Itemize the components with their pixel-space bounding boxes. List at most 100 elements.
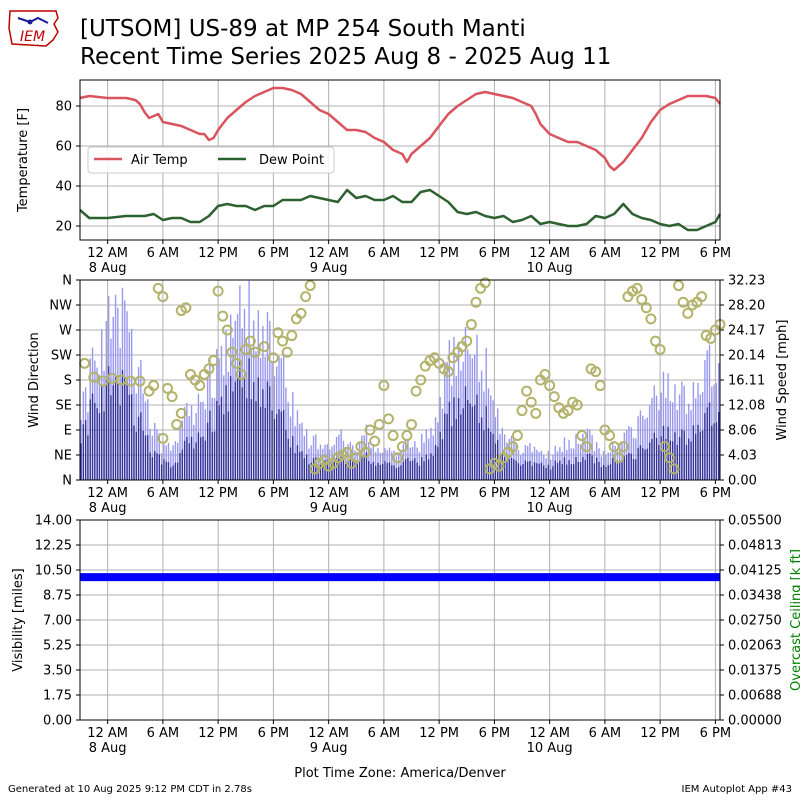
wind-direction-marker-80 bbox=[479, 277, 491, 289]
wind-speed-bar-201 bbox=[543, 465, 545, 480]
wind-speed-bar-27 bbox=[142, 430, 144, 480]
wind-speed-bar-165 bbox=[460, 414, 462, 480]
wind-direction-marker-115 bbox=[640, 302, 652, 314]
wind-speed-bar-40 bbox=[172, 465, 174, 480]
wind-direction-marker-55 bbox=[364, 424, 376, 436]
x-tick-label-1-5: 6 AM bbox=[368, 486, 401, 501]
axes-frame bbox=[79, 519, 721, 721]
wind-speed-bar-147 bbox=[418, 465, 421, 480]
wind-speed-bar-247 bbox=[648, 442, 651, 480]
wind-direction-marker-28 bbox=[231, 357, 243, 369]
wind-speed-bar-110 bbox=[333, 461, 335, 480]
wind-speed-bar-116 bbox=[347, 461, 349, 480]
wind-direction-marker-42 bbox=[304, 280, 316, 292]
wind-direction-marker-8 bbox=[148, 380, 160, 392]
wind-speed-bar-145 bbox=[414, 458, 416, 480]
gust-bar-41 bbox=[174, 441, 177, 480]
wind-speed-bar-186 bbox=[508, 459, 510, 480]
wind-direction-marker-60 bbox=[387, 430, 399, 442]
wind-speed-bar-112 bbox=[338, 457, 340, 480]
wind-speed-bar-43 bbox=[179, 453, 181, 480]
wind-speed-bar-185 bbox=[506, 461, 508, 480]
wind-speed-bar-223 bbox=[593, 463, 596, 480]
ceiling-y-label: Overcast Ceiling [k ft] bbox=[789, 549, 800, 691]
wind-direction-marker-100 bbox=[571, 399, 583, 411]
wind-speed-bar-68 bbox=[236, 378, 239, 480]
wind-speed-bar-259 bbox=[676, 444, 678, 480]
date-label-1-1: 9 Aug bbox=[310, 501, 348, 516]
wind-speed-bar-64 bbox=[227, 411, 230, 480]
wind-speed-bar-39 bbox=[170, 467, 172, 480]
x-tick-label-2-9: 6 AM bbox=[589, 726, 622, 741]
x-tick-label-2-10: 12 PM bbox=[640, 726, 680, 741]
wind-speed-bar-74 bbox=[250, 399, 253, 480]
wind-speed-bar-32 bbox=[153, 451, 156, 480]
ceiling-tick-label-8: 0.05500 bbox=[728, 514, 782, 529]
wind-speed-bar-248 bbox=[651, 439, 653, 480]
visibility-tick-label-1: 1.75 bbox=[43, 689, 72, 704]
wind-direction-marker-41 bbox=[300, 291, 312, 303]
wind-speed-bar-99 bbox=[308, 464, 310, 480]
x-tick-label-1-0: 12 AM bbox=[87, 486, 128, 501]
wind-direction-marker-102 bbox=[580, 441, 592, 453]
wind-direction-marker-50 bbox=[341, 446, 353, 458]
wind-speed-bar-72 bbox=[246, 398, 248, 480]
wind-speed-bar-115 bbox=[345, 464, 347, 480]
x-tick-label-2-8: 12 AM bbox=[529, 726, 570, 741]
wind-speed-bar-141 bbox=[404, 459, 407, 480]
temp-tick-label-0: 20 bbox=[55, 220, 72, 235]
wind-speed-bar-62 bbox=[223, 414, 225, 480]
x-tick-label-2-5: 6 AM bbox=[368, 726, 401, 741]
wind-speed-bar-8 bbox=[98, 413, 101, 480]
wind-direction-marker-27 bbox=[226, 346, 238, 358]
wind-direction-marker-14 bbox=[171, 418, 183, 430]
wind-direction-marker-72 bbox=[442, 366, 454, 378]
wind-speed-bar-224 bbox=[596, 457, 598, 480]
x-tick-label-1-3: 6 PM bbox=[258, 486, 289, 501]
wind-speed-bar-124 bbox=[365, 452, 368, 480]
wind-speed-bar-136 bbox=[393, 465, 395, 480]
x-tick-label-0-11: 6 PM bbox=[700, 246, 731, 261]
direction-tick-label-1: NE bbox=[54, 449, 72, 464]
wind-speed-bar-159 bbox=[446, 414, 448, 480]
wind-direction-marker-57 bbox=[373, 418, 385, 430]
wind-speed-bar-78 bbox=[259, 407, 262, 480]
wind-speed-bar-200 bbox=[540, 462, 543, 480]
x-tick-label-0-0: 12 AM bbox=[87, 246, 128, 261]
wind-speed-bar-272 bbox=[706, 407, 708, 480]
speed-tick-label-5: 20.14 bbox=[728, 349, 765, 364]
wind-speed-bar-195 bbox=[529, 461, 531, 480]
logo-text: IEM bbox=[20, 29, 45, 45]
legend-air-temp: Air Temp bbox=[131, 153, 188, 168]
wind-speed-bar-210 bbox=[563, 457, 566, 480]
wind-speed-bar-76 bbox=[255, 401, 257, 480]
wind-speed-bar-59 bbox=[216, 400, 218, 480]
wind-speed-bar-271 bbox=[704, 413, 706, 480]
wind-direction-marker-77 bbox=[465, 318, 477, 330]
wind-speed-bar-258 bbox=[674, 432, 676, 480]
wind-speed-bar-45 bbox=[183, 440, 186, 480]
x-tick-label-0-7: 6 PM bbox=[479, 246, 510, 261]
wind-speed-bar-229 bbox=[607, 465, 609, 480]
wind-direction-marker-104 bbox=[590, 366, 602, 378]
direction-tick-label-5: SW bbox=[51, 349, 72, 364]
wind-speed-bar-34 bbox=[158, 454, 160, 480]
wind-speed-bar-120 bbox=[356, 463, 358, 480]
wind-speed-bar-37 bbox=[165, 461, 167, 480]
wind-speed-bar-226 bbox=[600, 467, 603, 480]
visibility-tick-label-4: 7.00 bbox=[43, 614, 72, 629]
wind-speed-bar-197 bbox=[533, 462, 536, 480]
wind-speed-bar-98 bbox=[305, 454, 308, 480]
wind-speed-bar-77 bbox=[257, 377, 259, 480]
date-label-0-1: 9 Aug bbox=[310, 261, 348, 276]
wind-direction-marker-40 bbox=[295, 307, 307, 319]
wind-direction-marker-62 bbox=[396, 441, 408, 453]
x-tick-label-1-2: 12 PM bbox=[198, 486, 238, 501]
wind-direction-marker-6 bbox=[134, 375, 146, 387]
x-tick-label-0-5: 6 AM bbox=[368, 246, 401, 261]
wind-speed-bar-170 bbox=[471, 406, 474, 480]
wind-speed-bar-205 bbox=[552, 466, 554, 480]
wind-speed-bar-237 bbox=[625, 454, 628, 480]
visibility-series bbox=[80, 573, 720, 582]
date-label-0-2: 10 Aug bbox=[527, 261, 573, 276]
